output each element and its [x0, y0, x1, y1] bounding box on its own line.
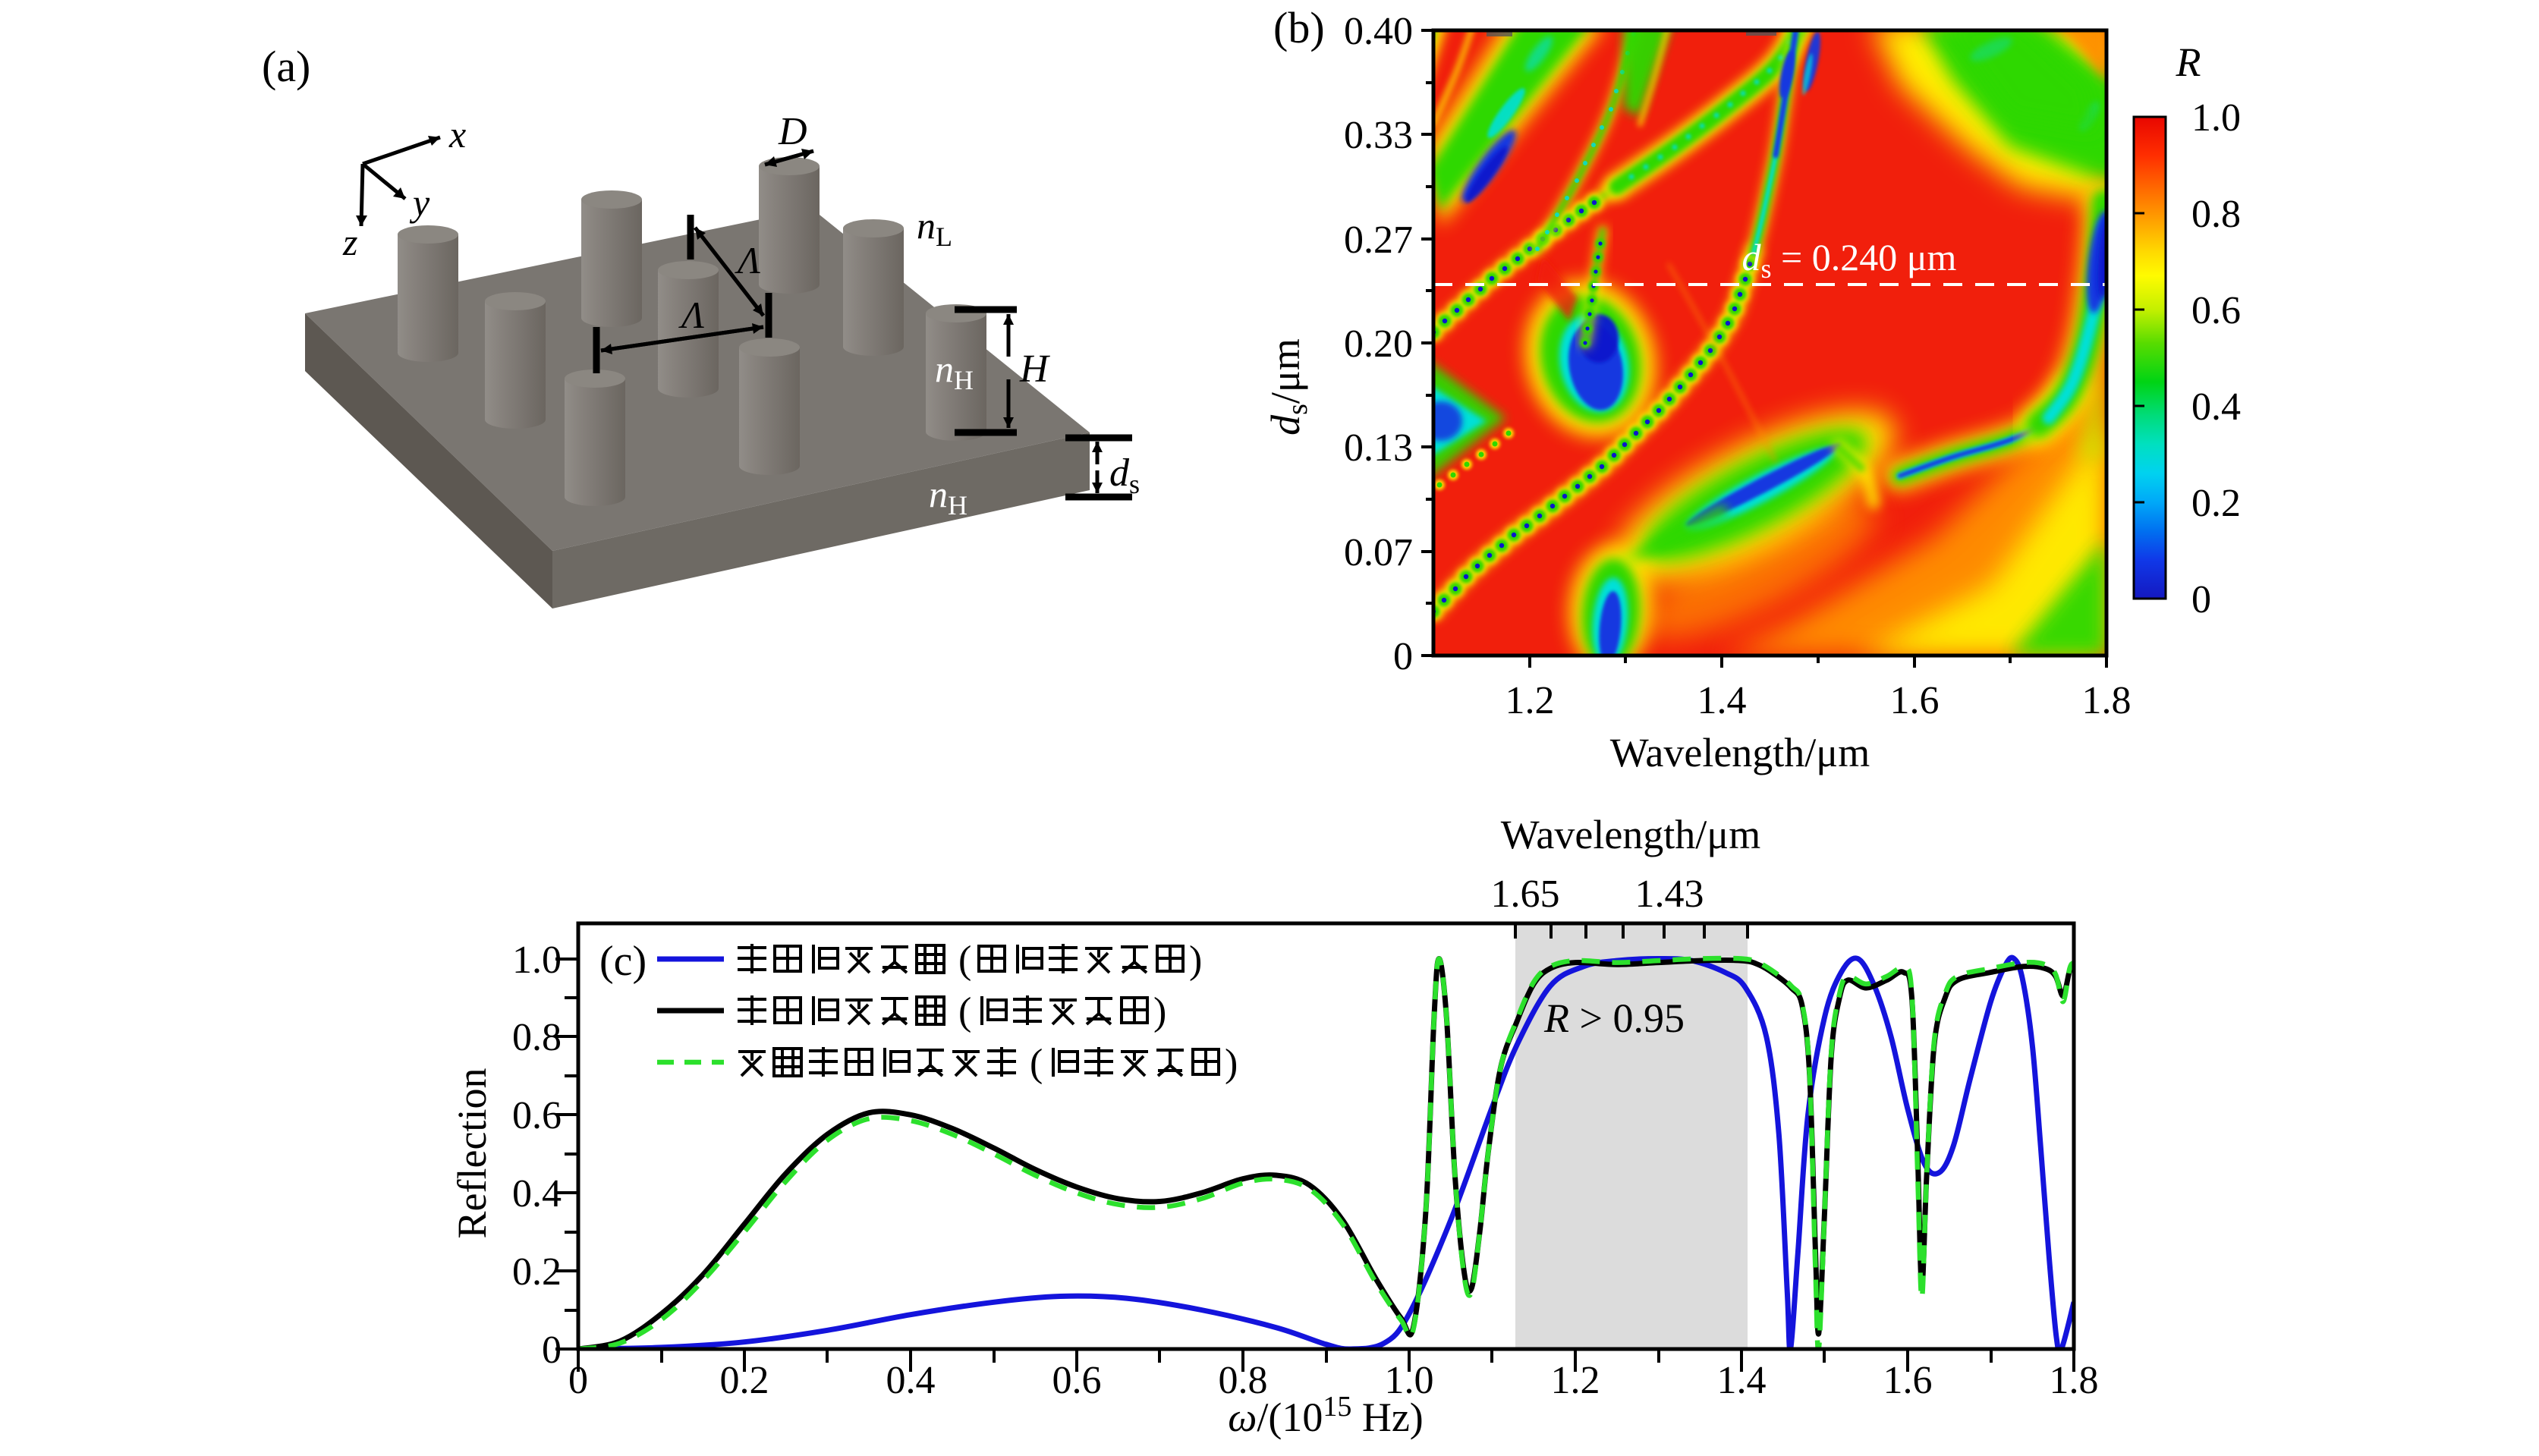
- svg-text:0.33: 0.33: [1344, 114, 1413, 157]
- svg-text:0: 0: [1393, 635, 1413, 678]
- svg-text:nH: nH: [929, 473, 967, 520]
- svg-text:1.4: 1.4: [1697, 679, 1747, 722]
- svg-text:Λ: Λ: [678, 294, 704, 336]
- svg-text:(: (: [958, 990, 971, 1033]
- svg-text:1.2: 1.2: [1551, 1359, 1600, 1402]
- svg-text:0: 0: [568, 1359, 588, 1402]
- svg-text:0.4: 0.4: [886, 1359, 936, 1402]
- svg-text:ds: ds: [1109, 451, 1140, 499]
- svg-text:): ): [1189, 939, 1202, 982]
- svg-text:ds = 0.240 μm: ds = 0.240 μm: [1742, 236, 1957, 284]
- svg-text:0.2: 0.2: [512, 1250, 562, 1294]
- svg-text:0.4: 0.4: [2191, 385, 2241, 429]
- svg-text:0.13: 0.13: [1344, 426, 1413, 470]
- svg-text:0.20: 0.20: [1344, 322, 1413, 366]
- svg-text:0.8: 0.8: [1219, 1359, 1268, 1402]
- svg-text:1.2: 1.2: [1505, 679, 1555, 722]
- svg-text:nH: nH: [935, 347, 974, 395]
- svg-text:0.8: 0.8: [512, 1016, 562, 1059]
- svg-text:R > 0.95: R > 0.95: [1543, 995, 1685, 1041]
- svg-text:1.43: 1.43: [1635, 873, 1704, 916]
- svg-text:0.6: 0.6: [512, 1094, 562, 1137]
- svg-text:D: D: [778, 110, 807, 153]
- svg-text:Λ: Λ: [735, 239, 760, 281]
- svg-text:1.0: 1.0: [512, 939, 562, 982]
- svg-text:1.8: 1.8: [2050, 1359, 2099, 1402]
- svg-text:1.8: 1.8: [2082, 679, 2132, 722]
- svg-text:1.0: 1.0: [2191, 96, 2241, 140]
- svg-text:0.4: 0.4: [512, 1172, 562, 1215]
- svg-text:1.0: 1.0: [1385, 1359, 1434, 1402]
- svg-text:0: 0: [542, 1329, 562, 1372]
- svg-text:0.2: 0.2: [720, 1359, 769, 1402]
- svg-text:0.6: 0.6: [2191, 289, 2241, 332]
- svg-text:(: (: [1030, 1042, 1043, 1085]
- svg-text:(a): (a): [262, 42, 310, 91]
- svg-text:1.65: 1.65: [1491, 873, 1560, 916]
- svg-text:0.6: 0.6: [1052, 1359, 1102, 1402]
- svg-text:Wavelength/μm: Wavelength/μm: [1501, 812, 1761, 857]
- svg-text:Reflection: Reflection: [449, 1068, 495, 1239]
- svg-text:(b): (b): [1273, 3, 1325, 52]
- svg-text:(c): (c): [599, 938, 647, 985]
- svg-text:0.2: 0.2: [2191, 482, 2241, 525]
- svg-text:1.6: 1.6: [1883, 1359, 1933, 1402]
- svg-text:ω/(1015 Hz): ω/(1015 Hz): [1228, 1391, 1424, 1440]
- svg-text:H: H: [1019, 347, 1050, 391]
- svg-text:ds/μm: ds/μm: [1263, 338, 1314, 436]
- svg-text:0.27: 0.27: [1344, 219, 1413, 262]
- svg-text:0.07: 0.07: [1344, 531, 1413, 574]
- svg-text:R: R: [2176, 39, 2201, 85]
- svg-text:1.6: 1.6: [1890, 679, 1940, 722]
- svg-text:nL: nL: [917, 204, 952, 252]
- svg-text:0.40: 0.40: [1344, 10, 1413, 53]
- svg-text:Wavelength/μm: Wavelength/μm: [1610, 730, 1870, 775]
- svg-text:z: z: [342, 221, 357, 263]
- svg-text:x: x: [448, 113, 466, 156]
- svg-text:1.4: 1.4: [1717, 1359, 1767, 1402]
- svg-text:): ): [1153, 990, 1166, 1033]
- svg-text:0.8: 0.8: [2191, 193, 2241, 236]
- svg-text:y: y: [409, 181, 430, 224]
- svg-text:): ): [1225, 1042, 1238, 1085]
- svg-text:(: (: [958, 939, 971, 982]
- svg-text:0: 0: [2191, 578, 2211, 621]
